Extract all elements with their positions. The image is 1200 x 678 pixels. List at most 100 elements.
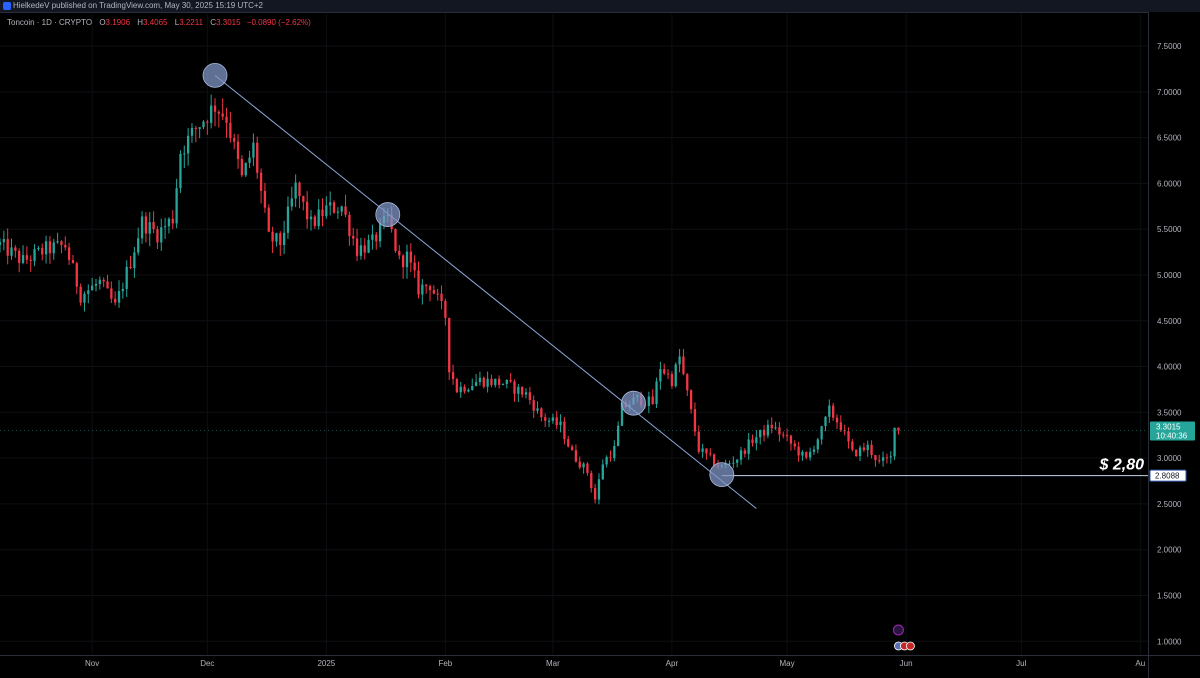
candle-body	[797, 446, 800, 456]
candle-body	[808, 451, 812, 458]
candle-body	[37, 247, 40, 250]
candle-body	[582, 463, 585, 468]
candle-body	[885, 457, 889, 459]
candle-body	[601, 464, 604, 480]
candle-body	[87, 290, 90, 294]
candle-body	[79, 286, 82, 303]
candle-body	[405, 251, 409, 268]
candle-body	[18, 250, 21, 263]
candle-body	[832, 405, 835, 418]
candle-body	[732, 462, 735, 464]
candle-body	[490, 378, 493, 386]
candle-body	[240, 158, 244, 176]
candle-body	[309, 216, 313, 220]
candle-body	[21, 255, 25, 263]
candle-body	[102, 279, 105, 282]
candle-body	[229, 122, 232, 138]
candle-body	[712, 454, 716, 466]
candle-body	[248, 157, 251, 163]
touch-point-marker[interactable]	[375, 202, 401, 227]
candle-body	[444, 301, 447, 318]
descending-trendline[interactable]	[214, 74, 757, 509]
y-tick-label: 1.0000	[1157, 637, 1182, 646]
candle-body	[206, 121, 209, 123]
touch-point-marker[interactable]	[202, 62, 228, 88]
candle-body	[186, 135, 190, 154]
candle-body	[171, 218, 174, 224]
candle-body	[436, 293, 439, 295]
candle-body	[774, 427, 777, 429]
candle-body	[755, 437, 758, 444]
candle-body	[71, 259, 75, 264]
candle-body	[494, 378, 497, 386]
candle-body	[14, 247, 17, 251]
touch-point-marker[interactable]	[621, 390, 646, 416]
candle-body	[613, 445, 616, 459]
candle-body	[286, 206, 290, 233]
candle-body	[152, 222, 155, 230]
candle-body	[378, 223, 382, 242]
candle-body	[486, 378, 489, 387]
candle-body	[532, 400, 535, 411]
candle-body	[302, 196, 305, 202]
y-tick-label: 2.0000	[1157, 546, 1182, 555]
y-tick-label: 1.5000	[1157, 591, 1182, 600]
candle-body	[785, 435, 789, 437]
x-tick-label: Mar	[546, 659, 560, 668]
candle-body	[697, 431, 700, 452]
x-tick-label: Au	[1135, 659, 1145, 668]
candle-body	[647, 396, 651, 406]
candle-body	[766, 424, 770, 436]
candle-body	[2, 239, 5, 243]
candle-body	[259, 172, 263, 191]
x-tick-label: Dec	[200, 659, 214, 668]
publisher-bar: HielkedeV published on TradingView.com, …	[0, 0, 1200, 13]
candle-body	[129, 266, 132, 269]
economic-event-flag-icon[interactable]	[906, 641, 915, 651]
candle-body	[121, 288, 125, 292]
candle-body	[547, 420, 551, 422]
candle-body	[689, 390, 693, 410]
candle-body	[298, 182, 301, 197]
candle-body	[824, 416, 827, 427]
candle-body	[375, 234, 378, 242]
touch-point-marker[interactable]	[709, 462, 735, 488]
candle-body	[609, 457, 612, 459]
candle-body	[432, 290, 436, 294]
candle-body	[855, 449, 858, 457]
candle-body	[544, 417, 547, 421]
candle-body	[805, 451, 808, 458]
candle-body	[156, 229, 159, 243]
candle-body	[816, 439, 819, 450]
candle-body	[225, 116, 228, 123]
candle-body	[686, 374, 689, 391]
low-value: 3.2211	[179, 18, 204, 27]
candle-body	[866, 444, 869, 451]
candle-body	[160, 227, 163, 243]
candle-body	[394, 229, 397, 251]
y-tick-label: 7.5000	[1157, 42, 1182, 51]
candle-body	[820, 426, 823, 440]
candle-body	[83, 293, 86, 303]
candle-body	[847, 431, 850, 442]
candle-body	[793, 443, 796, 447]
y-tick-label: 3.0000	[1157, 454, 1182, 463]
y-tick-label: 7.0000	[1157, 88, 1182, 97]
candle-body	[709, 453, 712, 455]
events-icon[interactable]	[892, 624, 904, 636]
candle-body	[29, 259, 32, 261]
candle-body	[421, 284, 424, 295]
candle-body	[10, 247, 13, 256]
tradingview-logo-icon	[3, 2, 11, 10]
price-annotation[interactable]: $ 2,80	[1099, 457, 1145, 474]
candle-body	[862, 447, 866, 451]
candle-body	[367, 239, 370, 253]
candle-body	[117, 291, 121, 303]
candle-body	[670, 374, 674, 387]
candle-body	[417, 270, 420, 295]
candle-body	[110, 288, 113, 299]
candle-body	[440, 293, 443, 302]
candle-body	[835, 417, 839, 423]
candle-body	[574, 450, 578, 462]
